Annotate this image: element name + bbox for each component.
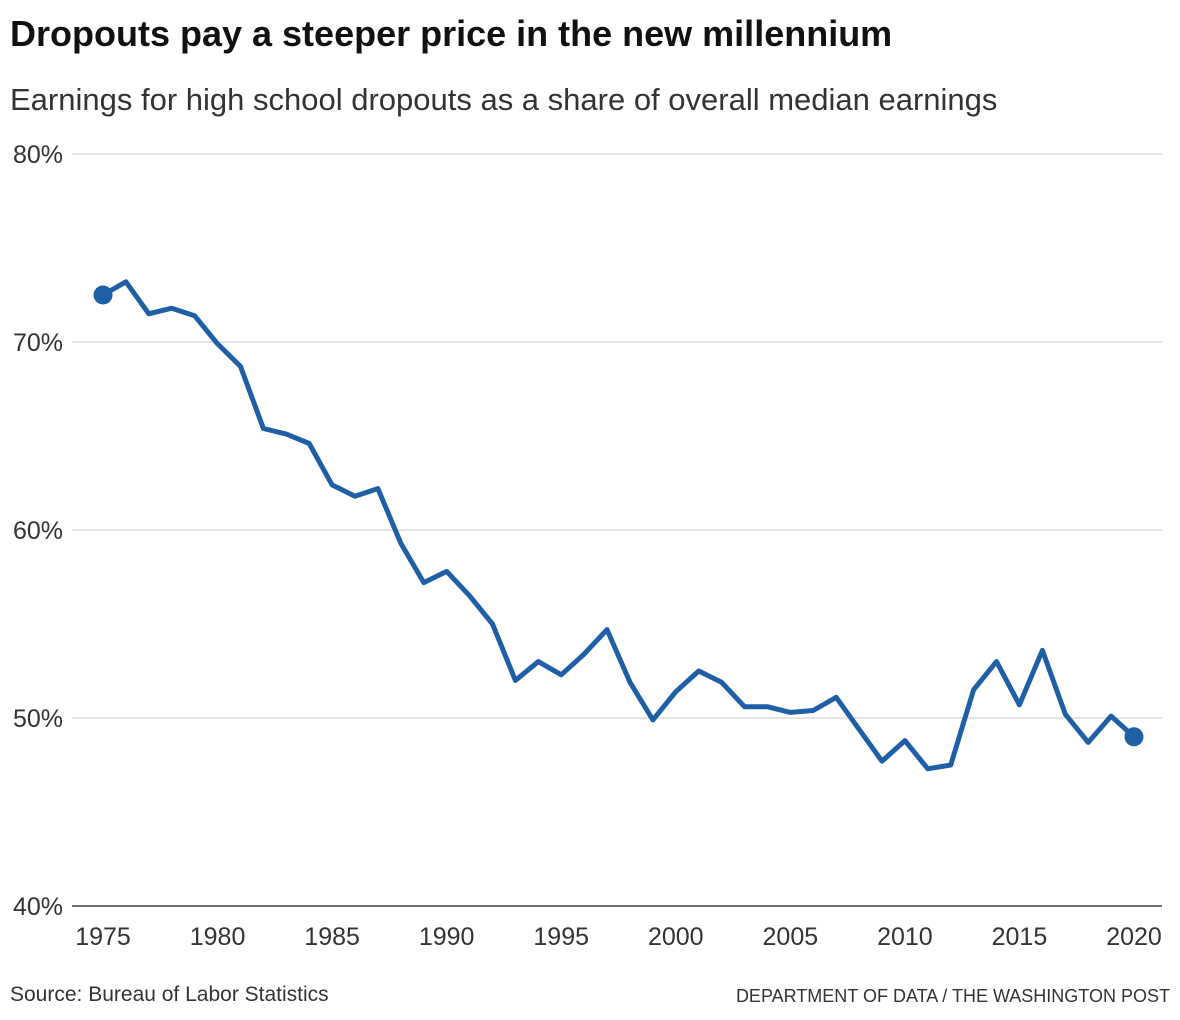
source-note: Source: Bureau of Labor Statistics bbox=[10, 983, 329, 1006]
start-point-marker bbox=[93, 285, 113, 305]
x-tick-label: 1995 bbox=[533, 923, 589, 951]
x-tick-label: 2020 bbox=[1106, 923, 1162, 951]
x-tick-label: 1975 bbox=[75, 923, 131, 951]
x-tick-label: 2010 bbox=[877, 923, 933, 951]
y-tick-label: 70% bbox=[13, 329, 63, 357]
y-tick-label: 80% bbox=[13, 141, 63, 169]
y-tick-label: 40% bbox=[13, 893, 63, 921]
credit-line: DEPARTMENT OF DATA / THE WASHINGTON POST bbox=[735, 986, 1170, 1006]
y-axis-labels: 40% 50% 60% 70% 80% bbox=[13, 141, 63, 921]
end-point-marker bbox=[1124, 727, 1144, 747]
series-line bbox=[100, 279, 1137, 772]
gridlines bbox=[72, 153, 1162, 907]
x-tick-label: 1990 bbox=[419, 923, 475, 951]
x-axis-labels: 1975 1980 1985 1990 1995 2000 2005 2010 2015 2020 bbox=[75, 923, 1162, 951]
x-tick-label: 2000 bbox=[648, 923, 704, 951]
x-tick-label: 1985 bbox=[304, 923, 360, 951]
x-tick-label: 2005 bbox=[763, 923, 819, 951]
x-tick-label: 1980 bbox=[190, 923, 246, 951]
y-tick-label: 60% bbox=[13, 517, 63, 545]
y-tick-label: 50% bbox=[13, 705, 63, 733]
chart-subtitle: Earnings for high school dropouts as a s… bbox=[10, 82, 998, 117]
x-tick-label: 2015 bbox=[992, 923, 1048, 951]
series-layer bbox=[93, 279, 1144, 772]
chart-title: Dropouts pay a steeper price in the new … bbox=[10, 13, 893, 54]
